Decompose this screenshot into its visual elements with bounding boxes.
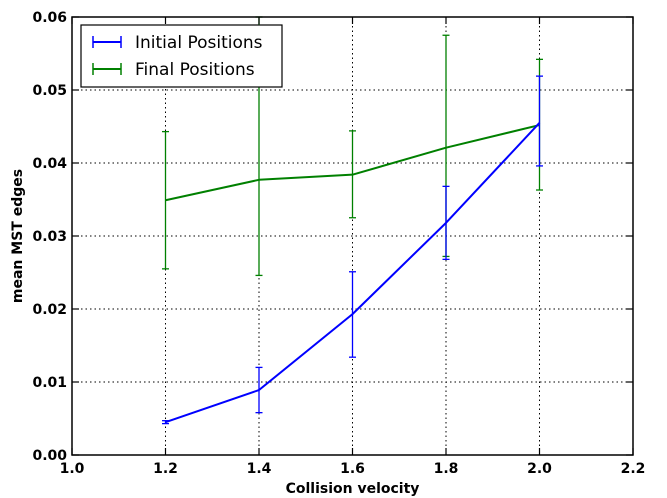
x-tick-label: 1.0 — [60, 461, 85, 477]
legend-marker-final-positions — [92, 63, 122, 75]
y-tick-label: 0.02 — [32, 302, 67, 318]
x-tick-label: 2.0 — [527, 461, 552, 477]
x-tick-label: 1.4 — [247, 461, 272, 477]
y-tick-label: 0.01 — [32, 375, 67, 391]
x-tick-label: 2.2 — [621, 461, 646, 477]
y-tick-label: 0.06 — [32, 10, 67, 26]
axis-tick-labels: 1.0 1.2 1.4 1.6 1.8 2.0 2.2 0.00 0.01 0.02 0.03 0.0… — [32, 10, 645, 477]
y-tick-label: 0.04 — [32, 156, 67, 172]
x-tick-label: 1.6 — [340, 461, 365, 477]
y-tick-label: 0.00 — [32, 448, 67, 464]
legend-label-final-positions: Final Positions — [135, 60, 255, 80]
legend: Initial Positions Final Positions — [80, 24, 283, 88]
legend-box — [80, 24, 283, 88]
x-axis-label: Collision velocity — [286, 481, 420, 497]
legend-label-initial-positions: Initial Positions — [135, 33, 263, 53]
axis-ticks — [71, 16, 634, 456]
legend-entry-final-positions: Final Positions — [92, 60, 255, 80]
y-tick-label: 0.03 — [32, 229, 67, 245]
legend-entry-initial-positions: Initial Positions — [92, 33, 263, 53]
error-bar — [536, 75, 543, 167]
x-tick-label: 1.8 — [434, 461, 459, 477]
series-initial-positions — [162, 75, 543, 425]
legend-marker-initial-positions — [92, 36, 122, 48]
y-axis-label: mean MST edges — [10, 169, 26, 303]
y-tick-label: 0.05 — [32, 83, 67, 99]
x-tick-label: 1.2 — [153, 461, 178, 477]
